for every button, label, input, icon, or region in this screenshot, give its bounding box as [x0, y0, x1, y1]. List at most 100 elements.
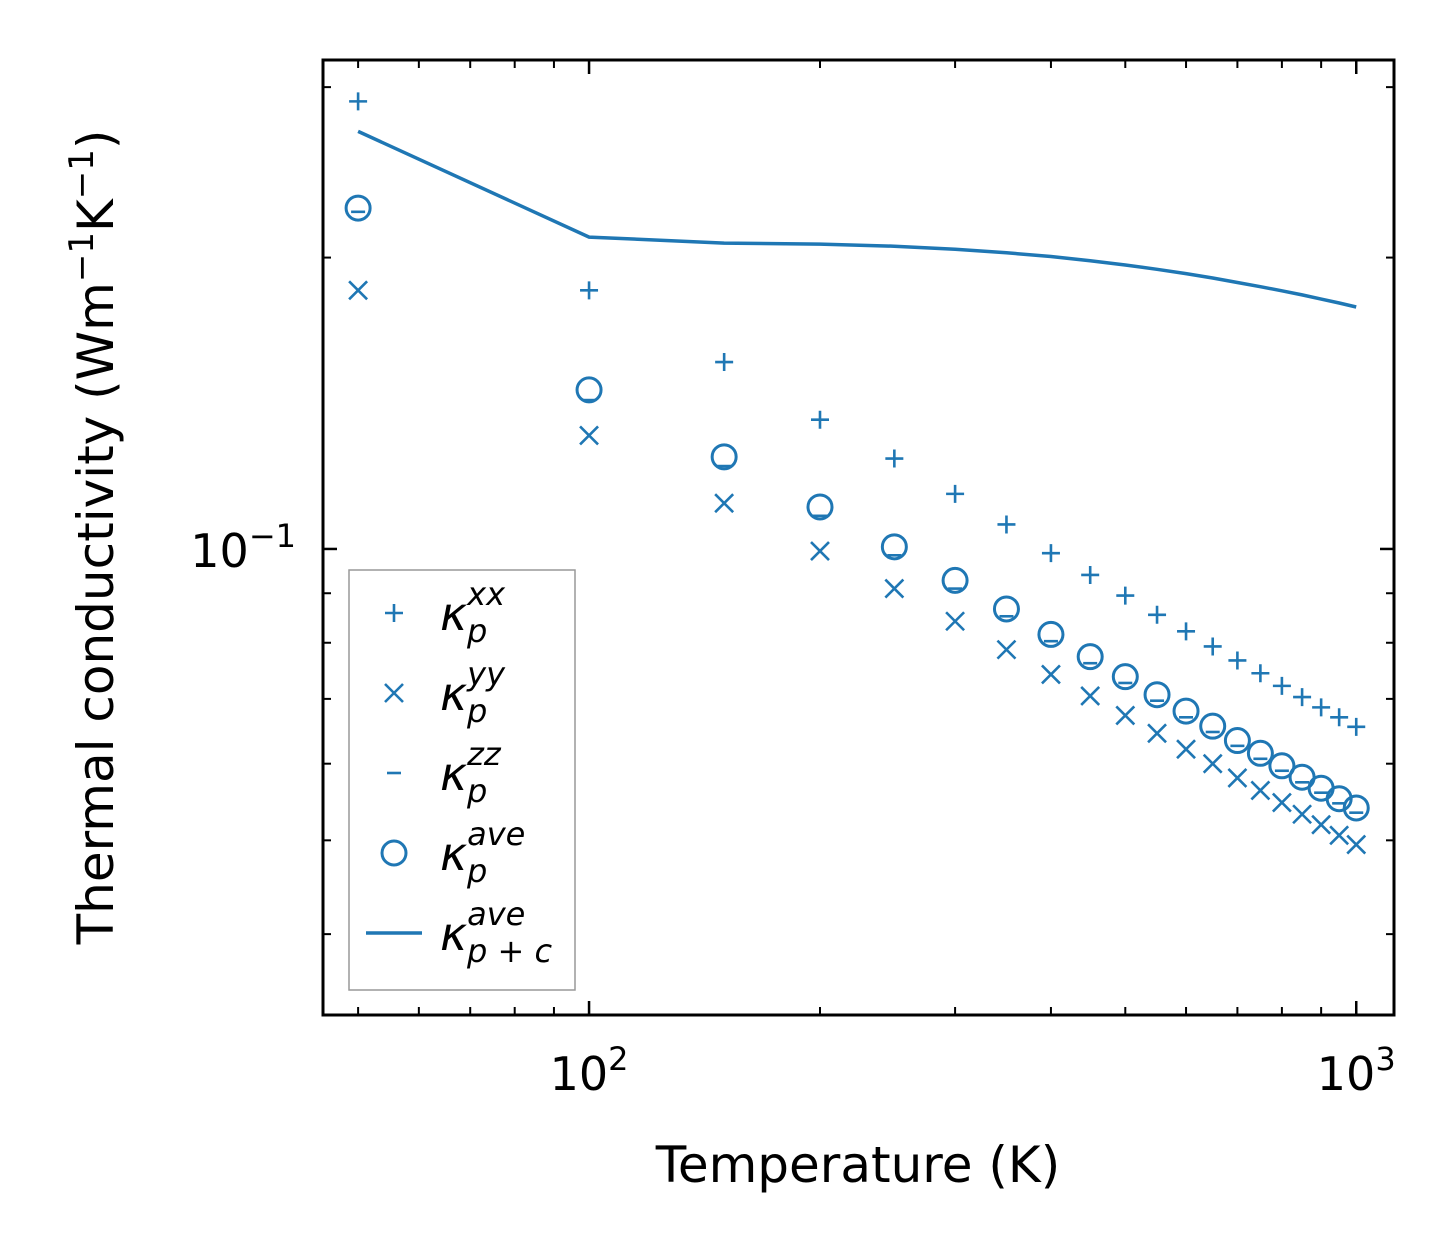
legend-label-sup: yy [466, 655, 506, 693]
data-point [1177, 622, 1196, 641]
legend-label-sup: zz [466, 735, 502, 773]
legend-label: κyy p [440, 655, 506, 730]
data-point [1116, 586, 1135, 605]
data-point [1312, 698, 1331, 717]
data-point [344, 194, 372, 222]
x-tick-label: 102 [550, 1040, 629, 1101]
legend-entry-kappa_p_zz: κzz p [387, 735, 502, 810]
legend-label-sub: p [466, 612, 487, 650]
y-label-mid: K [67, 198, 125, 232]
data-point [1246, 739, 1274, 767]
y-tick-label-exponent: −1 [249, 517, 296, 555]
data-point [1203, 637, 1222, 656]
y-label-sup2: −1 [62, 149, 102, 199]
legend-label: κave p [440, 815, 525, 890]
legend-marker [380, 839, 408, 867]
data-point [1115, 705, 1136, 726]
series-kappa_p_yy [348, 280, 1367, 855]
x-axis-label: Temperature (K) [655, 1136, 1060, 1194]
data-point [1311, 814, 1332, 835]
x-tick-label-exponent: 3 [1375, 1040, 1395, 1078]
data-point [1223, 727, 1251, 755]
legend-box [348, 569, 576, 991]
legend-label-sup: ave [467, 895, 525, 933]
legend-entry-kappa_p_yy: κyy p [384, 655, 506, 730]
data-point [1251, 664, 1270, 683]
data-point [945, 611, 966, 632]
data-point [1202, 753, 1223, 774]
data-point [996, 639, 1017, 660]
data-point [1148, 605, 1167, 624]
data-point [1347, 717, 1366, 736]
data-point [1293, 688, 1312, 707]
data-point [810, 410, 829, 429]
x-tick-label: 103 [1317, 1040, 1396, 1101]
series-layer [344, 92, 1370, 855]
y-tick-label: 10−1 [190, 517, 296, 578]
series-line [357, 129, 1357, 309]
data-point [1329, 825, 1350, 846]
legend-entry-kappa_p_xx: κxx p [385, 575, 506, 650]
legend-entry-kappa_p_c_ave: κave p + c [366, 895, 552, 970]
x-minor-ticks [357, 60, 1323, 1015]
y-tick-label-base: 10 [190, 524, 249, 578]
legend-label: κzz p [440, 735, 502, 810]
legend-label-base: κ [440, 907, 467, 961]
data-point [1292, 804, 1313, 825]
series-kappa_p_xx [349, 92, 1366, 736]
data-point [880, 533, 908, 561]
legend-label-sub: p [466, 852, 487, 890]
data-point [1041, 664, 1061, 685]
legend-marker [384, 683, 404, 703]
series-kappa_p_c_ave [357, 129, 1357, 309]
data-point [1330, 708, 1349, 727]
data-point [710, 443, 738, 471]
data-point [579, 425, 599, 446]
data-point [810, 541, 830, 561]
y-label-sup1: −1 [62, 232, 102, 282]
legend-label-sub: p [466, 772, 487, 810]
legend-label-sup: xx [466, 575, 506, 613]
plot-frame [321, 58, 1396, 1017]
data-point [1172, 697, 1200, 725]
data-point [1041, 544, 1060, 563]
data-point [1143, 681, 1171, 709]
x-tick-label-exponent: 2 [608, 1040, 628, 1078]
legend-label-base: κ [440, 587, 467, 641]
data-point [349, 92, 368, 111]
data-point [348, 280, 369, 301]
data-point [1081, 565, 1100, 584]
data-point [1346, 834, 1367, 855]
data-point [941, 566, 969, 594]
data-point [884, 578, 905, 599]
data-point [1199, 712, 1227, 740]
data-point [580, 281, 599, 300]
legend-label-base: κ [440, 827, 467, 881]
data-point [1342, 794, 1370, 822]
legend-label: κave p + c [440, 895, 552, 970]
data-point [1176, 739, 1196, 760]
data-point [1268, 752, 1296, 780]
data-point [1037, 620, 1065, 648]
data-point [1227, 768, 1248, 788]
data-point [1147, 723, 1167, 744]
data-point [946, 484, 965, 503]
data-point [997, 515, 1016, 534]
data-point [715, 353, 734, 372]
y-label-suffix: ) [67, 130, 125, 150]
series-kappa_p_ave [344, 194, 1370, 822]
legend-marker [385, 604, 403, 622]
y-axis-label: Thermal conductivity (Wm−1K−1) [62, 130, 125, 946]
legend-label-sub: p + c [466, 932, 552, 970]
data-point [806, 493, 834, 521]
data-point [575, 376, 603, 404]
x-tick-label-base: 10 [550, 1047, 609, 1101]
data-point [1307, 774, 1335, 802]
legend-label-sup: ave [467, 815, 525, 853]
y-label-prefix: Thermal conductivity (Wm [67, 282, 125, 945]
data-point [992, 595, 1020, 623]
legend-label-base: κ [440, 747, 467, 801]
